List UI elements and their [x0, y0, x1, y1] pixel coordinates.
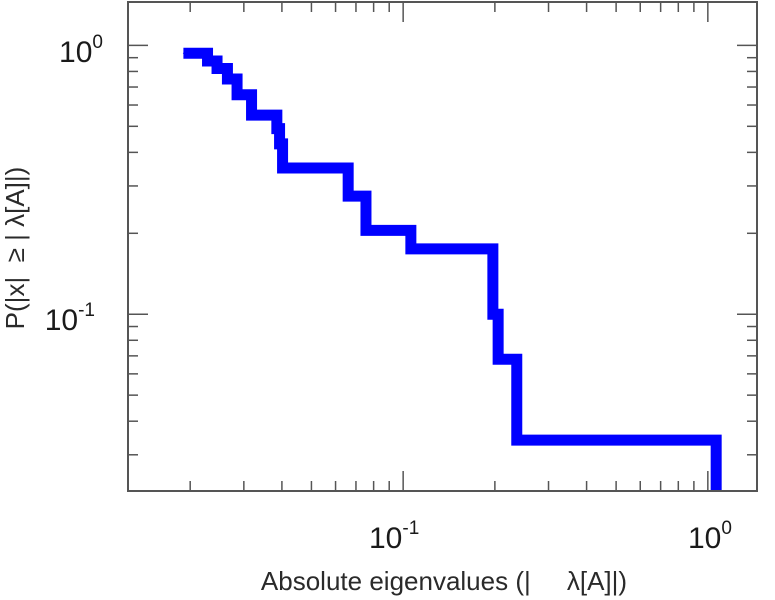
data-point [715, 439, 717, 441]
data-point [182, 52, 184, 54]
y-tick-label-1: 100 [59, 32, 103, 69]
data-point [365, 195, 367, 197]
plot-frame [127, 1, 758, 492]
data-point [207, 52, 209, 54]
y-tick-label-0: 10-1 [45, 300, 95, 337]
data-point [216, 68, 218, 70]
data-point [286, 167, 288, 169]
data-point [226, 68, 228, 70]
data-point [276, 128, 278, 130]
x-axis-title: Absolute eigenvalues (| λ[A]|) [261, 566, 627, 596]
data-point [347, 195, 349, 197]
data-point [279, 128, 281, 130]
data-point [410, 248, 412, 250]
x-tick-label-1: 100 [688, 518, 732, 555]
data-point [516, 439, 518, 441]
data-point [282, 167, 284, 169]
data-point [347, 167, 349, 169]
minor-ticks [128, 2, 757, 491]
data-point [492, 313, 494, 315]
data-point [251, 94, 253, 96]
data-point [251, 114, 253, 116]
data-point [410, 229, 412, 231]
x-tick-label-0: 10-1 [369, 518, 419, 555]
data-point [276, 114, 278, 116]
series-line-0 [183, 47, 722, 491]
data-point [516, 358, 518, 360]
data-point [207, 60, 209, 62]
data-point [497, 313, 499, 315]
data-point [492, 248, 494, 250]
data-point [497, 358, 499, 360]
data-point [236, 78, 238, 80]
data-point [216, 60, 218, 62]
series-layer [182, 47, 722, 491]
major-ticks [128, 2, 757, 491]
y-axis-title: P(|x| ≥ | λ[A]|) [0, 167, 30, 330]
data-point [226, 78, 228, 80]
data-point [279, 143, 281, 145]
data-point [282, 143, 284, 145]
data-point [236, 94, 238, 96]
data-point [365, 229, 367, 231]
